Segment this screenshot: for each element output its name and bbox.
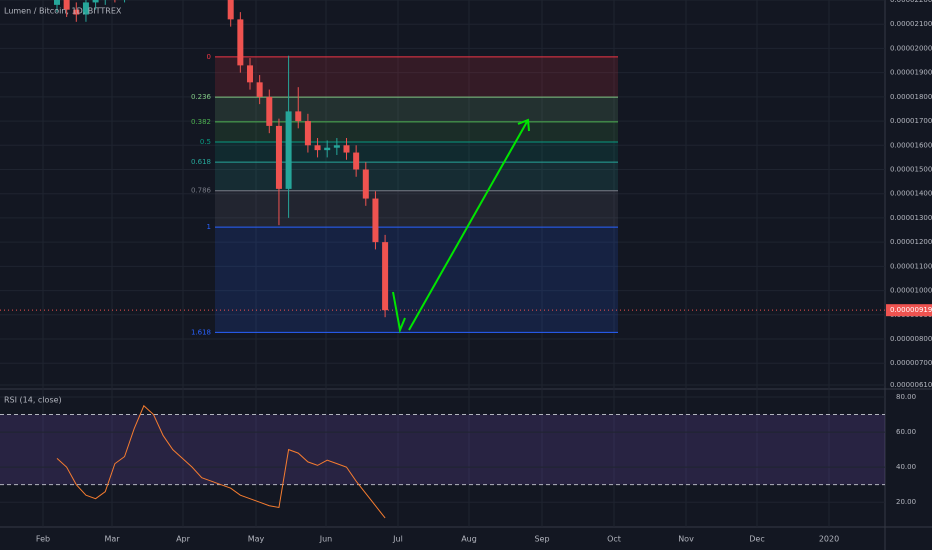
candle-body xyxy=(92,0,99,3)
y-tick-label: 0.00002200 xyxy=(890,0,932,4)
x-tick-label: Oct xyxy=(607,535,621,544)
x-tick-label: Aug xyxy=(461,535,477,544)
rsi-line xyxy=(56,404,386,519)
y-tick-label: 0.00000800 xyxy=(890,335,932,343)
candle-body xyxy=(82,2,89,15)
y-tick-label: 0.00001500 xyxy=(890,165,932,173)
y-tick-label: 0.00001100 xyxy=(890,262,932,270)
y-tick-label: 40.00 xyxy=(896,463,916,471)
x-tick-label: 2020 xyxy=(819,535,839,544)
candle-body xyxy=(372,198,379,243)
candle-body xyxy=(266,96,273,126)
fib-label: 0.618 xyxy=(191,158,211,166)
y-tick-label: 0.00001700 xyxy=(890,117,932,125)
fib-band xyxy=(215,56,618,98)
candle-body xyxy=(247,65,253,83)
y-tick-label: 60.00 xyxy=(896,428,916,436)
y-tick-label: 0.00001900 xyxy=(890,69,932,77)
candle-body xyxy=(314,145,321,151)
x-tick-label: May xyxy=(248,535,265,544)
x-tick-label: Dec xyxy=(749,535,764,544)
x-tick-label: Mar xyxy=(104,535,120,544)
y-tick-label: 0.00001800 xyxy=(890,93,932,101)
candle-body xyxy=(353,152,360,170)
y-tick-label: 0.00002100 xyxy=(890,20,932,28)
candle-body xyxy=(304,121,311,146)
candle-body xyxy=(73,9,80,15)
fib-label: 0.5 xyxy=(200,138,211,146)
arrow-down xyxy=(392,291,406,334)
fib-band xyxy=(215,162,618,191)
last-price-label: 0.00000919 xyxy=(890,306,932,314)
candle-body xyxy=(54,0,60,5)
candle-body xyxy=(237,19,244,66)
y-tick-label: 0.00001600 xyxy=(890,141,932,149)
fib-label: 1 xyxy=(207,223,211,231)
fib-label: 0 xyxy=(207,53,211,61)
fib-label: 0.786 xyxy=(191,187,212,195)
last-price-box xyxy=(886,304,932,317)
y-tick-label: 80.00 xyxy=(896,393,916,401)
fib-band xyxy=(215,121,618,143)
y-tick-label: 0.00001300 xyxy=(890,214,932,222)
candle-body xyxy=(275,125,282,189)
y-tick-label: 0.00001200 xyxy=(890,238,932,246)
x-tick-label: Apr xyxy=(176,535,191,544)
chart-title: Lumen / Bitcoin, 1D, BITTREX xyxy=(4,7,122,16)
rsi-title: RSI (14, close) xyxy=(4,396,62,405)
candle-body xyxy=(333,145,340,148)
fib-label: 1.618 xyxy=(191,328,211,336)
fib-label: 0.382 xyxy=(191,118,211,126)
y-tick-label: 0.00001400 xyxy=(890,190,932,198)
y-tick-label: 0.00002000 xyxy=(890,44,932,52)
candle-body xyxy=(285,111,292,189)
fib-label: 0.236 xyxy=(191,93,212,101)
candle-body xyxy=(63,0,70,10)
candle-body xyxy=(256,82,263,97)
candle-body xyxy=(343,145,350,153)
fib-band xyxy=(215,97,618,122)
candle-body xyxy=(362,169,369,199)
candle-body xyxy=(382,242,389,311)
fib-band xyxy=(215,190,618,228)
x-tick-label: Sep xyxy=(534,535,549,544)
y-tick-label: 0.00000610 xyxy=(890,381,932,389)
x-tick-label: Jul xyxy=(392,535,403,544)
x-tick-label: Jun xyxy=(319,535,333,544)
y-tick-label: 20.00 xyxy=(896,498,916,506)
y-tick-label: 0.00000700 xyxy=(890,359,932,367)
candle-body xyxy=(295,111,302,122)
rsi-band xyxy=(0,414,885,485)
arrow-up xyxy=(408,119,529,331)
arrow-head xyxy=(517,118,530,132)
candle-body xyxy=(324,147,331,151)
fib-band xyxy=(215,142,618,163)
y-tick-label: 0.00001000 xyxy=(890,287,932,295)
x-tick-label: Feb xyxy=(36,535,50,544)
x-tick-label: Nov xyxy=(678,535,694,544)
candle-body xyxy=(227,0,234,20)
